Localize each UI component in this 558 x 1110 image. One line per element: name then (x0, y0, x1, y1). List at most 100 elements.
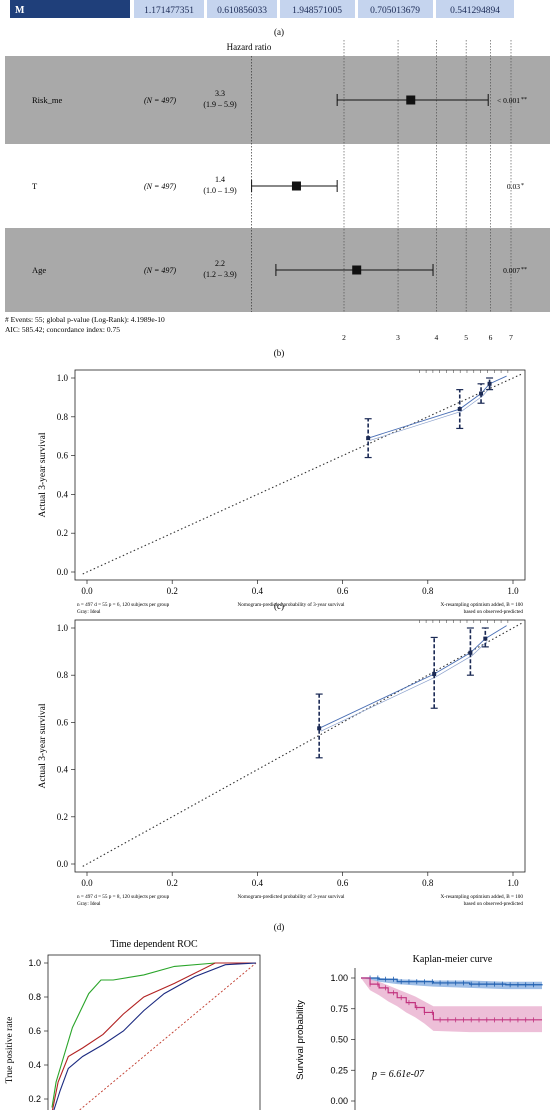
km-title: Kaplan-meier curve (413, 954, 493, 965)
x-tick-label: 0.2 (167, 878, 178, 888)
x-tick-label: 0.0 (81, 586, 93, 596)
x-tick-label: 0.6 (337, 878, 349, 888)
panel-label-b: (b) (274, 348, 285, 358)
table-cell-3 (280, 0, 355, 18)
forest-hr: 3.3 (215, 89, 225, 98)
roc-title: Time dependent ROC (110, 939, 198, 950)
forest-tick-label: 3 (396, 333, 400, 342)
forest-ci: (1.0 – 1.9) (203, 186, 237, 195)
roc-curve-1 (51, 962, 256, 1108)
y-tick-label: 0.8 (57, 670, 69, 680)
forest-stars: ** (521, 267, 527, 273)
table-header-cell (10, 0, 130, 18)
roc-frame (47, 954, 261, 1110)
ideal-line (82, 622, 522, 867)
table-cell-2 (207, 0, 277, 18)
forest-pvalue: < 0.001 (497, 96, 520, 105)
x-tick-label: 1.0 (507, 878, 519, 888)
km-curve-2 (361, 977, 542, 1021)
forest-title: Hazard ratio (227, 42, 272, 52)
forest-n: (N = 497) (144, 182, 176, 191)
y-tick-label: 1.0 (57, 373, 69, 383)
km-y-tick-label: 1.00 (330, 973, 348, 983)
panel-label-d: (d) (274, 922, 285, 932)
forest-estimate-point (352, 265, 362, 275)
table-value-5: 0.541294894 (450, 6, 500, 16)
plot-frame (74, 619, 526, 873)
calibration-point (366, 436, 371, 441)
footer-left-2: Gray: Ideal (77, 901, 101, 907)
bias-corrected-line (369, 385, 492, 441)
calibration-line (318, 625, 507, 729)
forest-row: Age (N = 497) 2.2 (1.2 – 3.9) 0.007 ** (32, 259, 527, 279)
km-y-tick-label: 0.00 (330, 1096, 348, 1106)
roc-curve-2 (51, 962, 256, 1110)
calibration-point (479, 391, 484, 396)
forest-rows: Risk_me (N = 497)3.3(1.9 – 5.9) < 0.001 **T… (32, 89, 527, 279)
panel-label-a: (a) (274, 27, 284, 37)
top-table: M 1.171477351 0.610856033 1.948571005 0.… (0, 0, 558, 18)
footer-right-2: based on observed-predicted (464, 901, 524, 907)
y-tick-label: 0.2 (57, 812, 68, 822)
forest-pvalue: 0.007 (503, 266, 520, 275)
forest-plot: Hazard ratio Risk_me (N = 497) 3.3 (1.9 – 5… (5, 40, 550, 342)
footer-left-1: n = 497 d = 55 p = 6, 120 subjects per g… (77, 602, 170, 608)
forest-tick-label: 2 (342, 333, 346, 342)
table-cell-4 (358, 0, 433, 18)
roc-y-tick-label: 0.2 (28, 1094, 41, 1104)
footer-mid: Nomogram-predicted probability of 3-year… (238, 601, 345, 608)
forest-n: (N = 497) (144, 266, 176, 275)
table-row-label: M (15, 5, 25, 16)
y-tick-label: 0.4 (57, 765, 69, 775)
y-tick-label: 0.4 (57, 489, 69, 499)
km-plot: Kaplan-meier curve 1.00 0.75 0.50 0.25 0.00 Su… (295, 954, 543, 1110)
roc-y-tick-label: 0.8 (28, 992, 41, 1002)
km-pvalue: p = 6.61e-07 (371, 1069, 425, 1080)
plot-frame (74, 369, 526, 581)
roc-y-axis-label: True positive rate (5, 1017, 15, 1084)
forest-footer-2: AIC: 585.42; concordance index: 0.75 (5, 325, 120, 334)
forest-tick-label: 5 (464, 333, 468, 342)
calibration-point (487, 381, 492, 386)
calibration-point (483, 636, 488, 641)
footer-right-2: based on observed-predicted (464, 609, 524, 615)
forest-tick-label: 6 (489, 333, 493, 342)
forest-variable-name: T (32, 181, 38, 191)
forest-guides (251, 40, 512, 312)
panel-label-c: (c) (274, 601, 284, 611)
km-y-tick-label: 0.25 (330, 1065, 348, 1075)
forest-ci: (1.2 – 3.9) (203, 270, 237, 279)
x-tick-label: 0.4 (252, 586, 264, 596)
x-tick-label: 0.8 (422, 586, 434, 596)
roc-y-tick-label: 1.0 (28, 958, 41, 968)
forest-variable-name: Risk_me (32, 95, 62, 105)
forest-stars: * (521, 183, 524, 189)
table-value-2: 0.610856033 (217, 6, 267, 16)
calibration-point (457, 407, 462, 412)
forest-n: (N = 497) (144, 96, 176, 105)
roc-reference-line (78, 962, 257, 1110)
calibration-line (368, 375, 507, 439)
table-cell-1 (134, 0, 204, 18)
km-y-tick-label: 0.75 (330, 1004, 348, 1014)
forest-ticks: 2 3 4 5 6 7 (342, 333, 513, 342)
y-axis-label: Actual 3-year survival (38, 432, 48, 517)
roc-curve-3 (53, 962, 257, 1110)
forest-tick-label: 4 (435, 333, 439, 342)
x-tick-label: 0.4 (252, 878, 264, 888)
x-tick-label: 1.0 (507, 586, 519, 596)
forest-tick-label: 7 (509, 333, 513, 342)
bias-corrected-line (320, 641, 488, 732)
forest-hr: 1.4 (215, 175, 225, 184)
roc-y-tick-label: 0.4 (28, 1060, 41, 1070)
footer-right-1: X-resampling optimism added, B = 100 (441, 602, 524, 608)
footer-left-1: n = 497 d = 55 p = 8, 120 subjects per g… (77, 894, 170, 900)
forest-variable-name: Age (32, 265, 46, 275)
table-value-4: 0.705013679 (370, 6, 420, 16)
calibration-plot-c: 0.0 0.2 0.4 0.6 0.8 1.0 0.0 0.2 0.4 0.6 0.8 1.0 Actu… (38, 369, 526, 615)
footer-mid: Nomogram-predicted probability of 3-year… (238, 893, 345, 900)
forest-pvalue: 0.03 (507, 182, 520, 191)
calibration-point (432, 672, 437, 677)
x-tick-label: 0.6 (337, 586, 349, 596)
